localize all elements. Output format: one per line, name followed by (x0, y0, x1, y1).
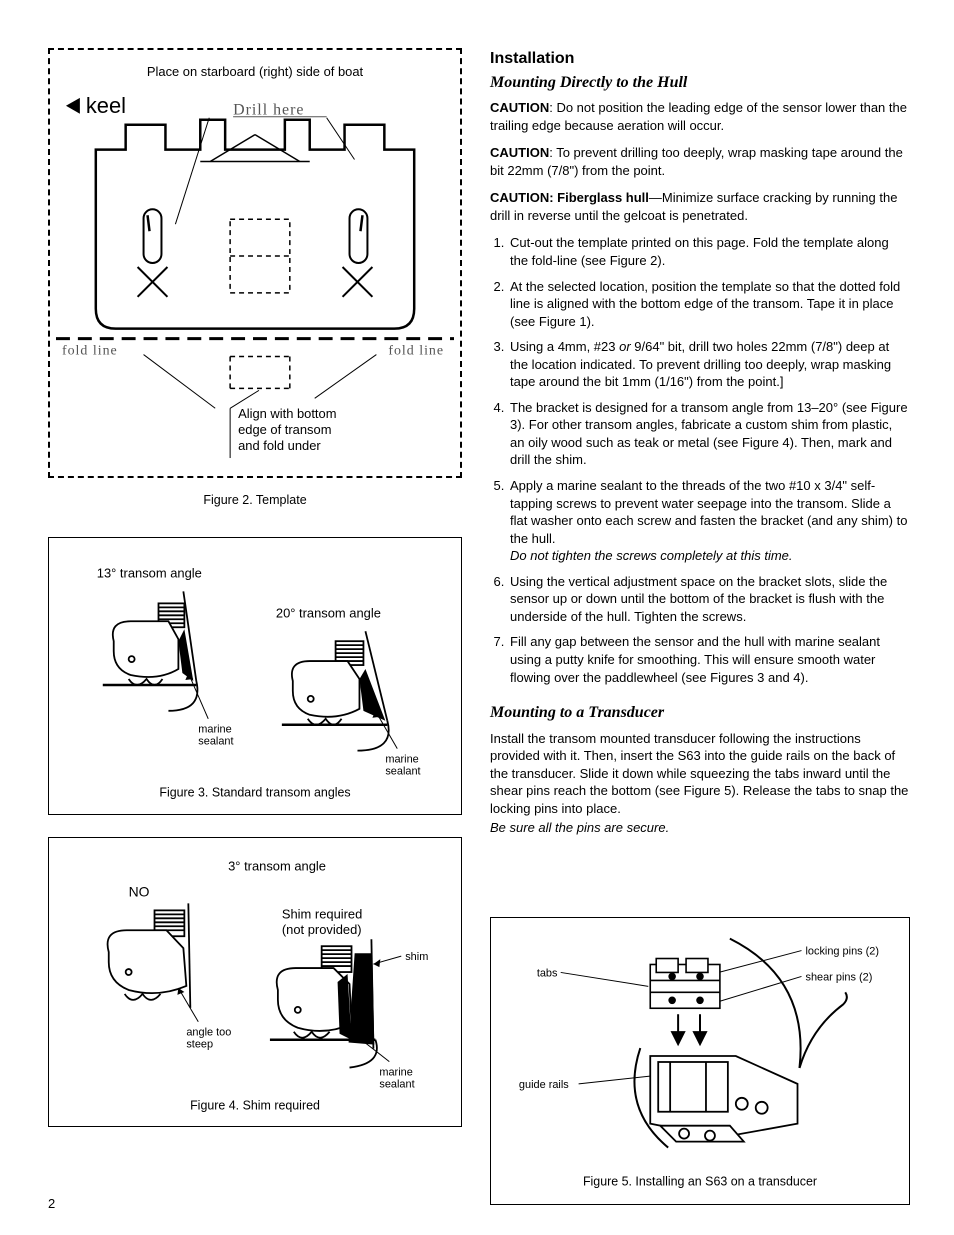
svg-text:marine: marine (385, 753, 418, 765)
svg-text:Shim required: Shim required (282, 906, 362, 921)
align-2: edge of transom (238, 422, 331, 437)
figure-4-caption: Figure 4. Shim required (190, 1098, 320, 1112)
step-7: Fill any gap between the sensor and the … (508, 633, 910, 686)
figure-2-template: Place on starboard (right) side of boat … (48, 48, 462, 478)
transducer-secure: Be sure all the pins are secure. (490, 819, 910, 837)
step-1: Cut-out the template printed on this pag… (508, 234, 910, 269)
svg-text:angle too: angle too (186, 1027, 231, 1039)
figure-3-caption: Figure 3. Standard transom angles (159, 785, 350, 799)
caution-1: CAUTION: Do not position the leading edg… (490, 99, 910, 134)
svg-text:tabs: tabs (537, 967, 558, 979)
align-3: and fold under (238, 438, 321, 453)
fold-line-left: fold line (62, 344, 118, 359)
svg-text:shim: shim (405, 951, 428, 963)
no-label: NO (129, 883, 150, 899)
installation-heading: Installation (490, 48, 910, 70)
angle-3: 3° transom angle (228, 858, 326, 873)
transducer-para: Install the transom mounted transducer f… (490, 730, 910, 818)
step-3: Using a 4mm, #23 or 9/64" bit, drill two… (508, 338, 910, 391)
svg-text:shear pins (2): shear pins (2) (805, 971, 872, 983)
svg-text:guide rails: guide rails (519, 1079, 569, 1091)
svg-text:sealant: sealant (385, 765, 420, 777)
template-svg: Place on starboard (right) side of boat … (56, 60, 454, 468)
svg-text:locking pins (2): locking pins (2) (805, 946, 879, 958)
figure-5-box: locking pins (2) shear pins (2) tabs gui… (490, 917, 910, 1205)
install-steps: Cut-out the template printed on this pag… (490, 234, 910, 694)
fig5-svg: locking pins (2) shear pins (2) tabs gui… (501, 928, 899, 1194)
fold-line-right: fold line (388, 344, 444, 359)
svg-text:(not provided): (not provided) (282, 922, 362, 937)
step-6: Using the vertical adjustment space on t… (508, 573, 910, 626)
caution-2: CAUTION: To prevent drilling too deeply,… (490, 144, 910, 179)
keel-label: keel (86, 93, 126, 118)
svg-text:sealant: sealant (198, 736, 233, 748)
figure-4-box: 3° transom angle NO Shim required (not p… (48, 837, 462, 1127)
caution-3: CAUTION: Fiberglass hull—Minimize surfac… (490, 189, 910, 224)
figure-3-box: 13° transom angle 20° transom angle (48, 537, 462, 815)
svg-text:sealant: sealant (379, 1078, 414, 1090)
step-5: Apply a marine sealant to the threads of… (508, 477, 910, 565)
drill-here-label: Drill here (233, 102, 304, 119)
angle-13: 13° transom angle (97, 565, 202, 580)
angle-20: 20° transom angle (276, 605, 381, 620)
svg-text:marine: marine (379, 1066, 412, 1078)
mount-transducer-heading: Mounting to a Transducer (490, 702, 910, 724)
figure-5-caption: Figure 5. Installing an S63 on a transdu… (583, 1174, 817, 1188)
svg-text:marine: marine (198, 724, 231, 736)
svg-text:steep: steep (186, 1039, 213, 1051)
step-2: At the selected location, position the t… (508, 278, 910, 331)
page-number: 2 (48, 1195, 55, 1213)
mount-hull-heading: Mounting Directly to the Hull (490, 72, 910, 94)
fig3-svg: 13° transom angle 20° transom angle (59, 548, 451, 804)
fig4-svg: 3° transom angle NO Shim required (not p… (59, 848, 451, 1116)
figure-2-caption: Figure 2. Template (48, 492, 462, 509)
step-4: The bracket is designed for a transom an… (508, 399, 910, 469)
align-1: Align with bottom (238, 406, 336, 421)
top-label: Place on starboard (right) side of boat (147, 64, 364, 79)
